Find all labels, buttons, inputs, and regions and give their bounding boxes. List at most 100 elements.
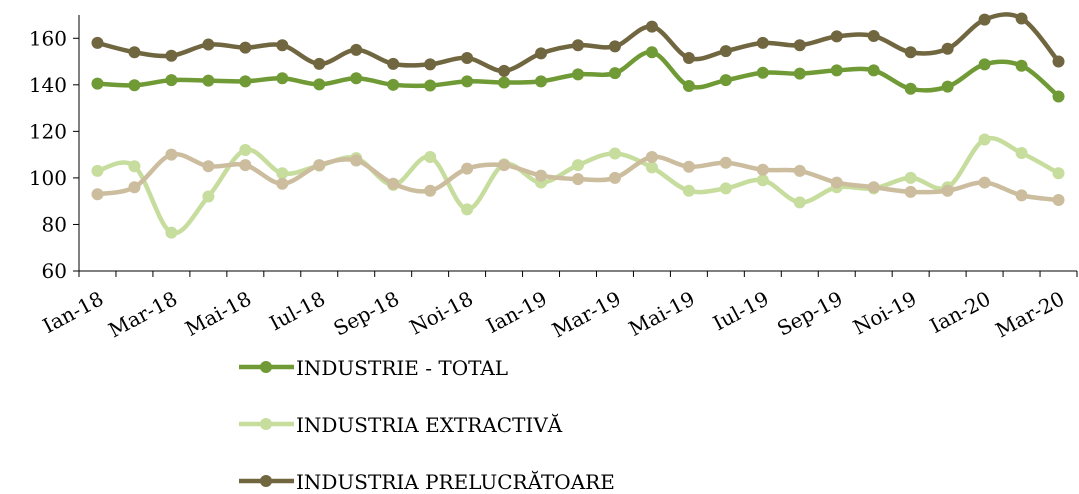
- data-point: [239, 143, 252, 156]
- data-point: [904, 185, 917, 198]
- data-point: [535, 75, 548, 88]
- data-point: [91, 36, 104, 49]
- legend-item: INDUSTRIE - TOTAL: [239, 356, 508, 380]
- data-point: [572, 159, 584, 172]
- data-point: [276, 39, 289, 52]
- x-tick-label: Iul-19: [709, 286, 773, 335]
- series-2: [91, 148, 1065, 207]
- x-tick-label: Noi-18: [406, 286, 477, 339]
- x-tick-label: Mar-18: [105, 286, 182, 342]
- data-point: [904, 82, 917, 95]
- data-point: [793, 67, 806, 80]
- data-point: [424, 150, 437, 163]
- data-point: [719, 156, 732, 169]
- data-point: [1015, 189, 1028, 202]
- chart-legend: INDUSTRIE - TOTAL INDUSTRIA EXTRACTIVĂ IND…: [239, 356, 615, 494]
- data-point: [165, 49, 178, 62]
- x-tick-label: Mar-19: [548, 286, 625, 342]
- data-point: [387, 177, 400, 190]
- data-point: [682, 79, 695, 92]
- y-tick-label: 160: [29, 26, 67, 50]
- data-point: [756, 66, 769, 79]
- data-point: [424, 58, 437, 71]
- y-axis-ticks: 60 80 100 120 140 160: [29, 26, 79, 283]
- series-0: [91, 46, 1065, 103]
- data-point: [165, 74, 178, 87]
- data-point: [239, 159, 252, 172]
- data-point: [719, 182, 732, 195]
- data-point: [91, 188, 104, 201]
- data-point: [128, 181, 141, 194]
- data-point: [572, 68, 584, 81]
- y-tick-label: 80: [42, 212, 67, 236]
- data-point: [793, 39, 806, 52]
- data-point: [165, 148, 178, 161]
- legend-label: INDUSTRIA EXTRACTIVĂ: [296, 413, 563, 437]
- data-point: [682, 52, 695, 65]
- data-point: [276, 167, 289, 180]
- data-point: [535, 169, 548, 182]
- data-point: [904, 46, 917, 59]
- data-point: [91, 164, 104, 177]
- data-point: [276, 72, 289, 85]
- data-point: [904, 171, 917, 184]
- data-point: [941, 184, 954, 197]
- data-point: [276, 177, 289, 190]
- data-point: [682, 160, 695, 173]
- data-point: [756, 163, 769, 176]
- data-point: [978, 133, 991, 146]
- data-point: [498, 159, 511, 172]
- series-3: [91, 12, 1065, 77]
- data-point: [572, 173, 584, 186]
- data-point: [128, 160, 141, 173]
- data-point: [756, 36, 769, 49]
- data-point: [867, 29, 880, 42]
- legend-item: INDUSTRIA EXTRACTIVĂ: [239, 413, 563, 437]
- data-point: [719, 74, 732, 87]
- data-point: [608, 67, 621, 80]
- data-point: [313, 78, 326, 91]
- data-point: [978, 176, 991, 189]
- data-point: [645, 46, 658, 59]
- data-point: [608, 171, 621, 184]
- x-tick-label: Mai-18: [181, 286, 255, 341]
- data-point: [387, 78, 400, 91]
- x-tick-label: Noi-19: [849, 286, 920, 339]
- data-point: [535, 47, 548, 60]
- data-point: [461, 162, 474, 175]
- data-point: [830, 30, 843, 43]
- chart-axes: [78, 15, 1077, 272]
- y-tick-label: 120: [29, 119, 67, 143]
- series-1: [91, 133, 1065, 239]
- data-point: [424, 184, 437, 197]
- y-tick-label: 100: [29, 166, 67, 190]
- data-point: [645, 161, 658, 174]
- data-point: [91, 77, 104, 90]
- data-point: [128, 46, 141, 59]
- data-point: [756, 174, 769, 187]
- data-point: [239, 75, 252, 88]
- data-point: [498, 76, 511, 89]
- data-point: [1015, 12, 1028, 25]
- legend-item: INDUSTRIA PRELUCRĂTOARE: [239, 470, 615, 494]
- data-point: [128, 79, 141, 92]
- data-point: [313, 57, 326, 70]
- x-tick-label: Sep-18: [329, 286, 403, 340]
- data-point: [387, 57, 400, 70]
- data-point: [719, 45, 732, 58]
- data-point: [793, 164, 806, 177]
- data-point: [313, 159, 326, 172]
- data-point: [645, 20, 658, 33]
- data-point: [165, 226, 178, 239]
- data-point: [202, 38, 215, 51]
- data-point: [350, 154, 363, 167]
- data-point: [830, 64, 843, 77]
- data-point: [424, 79, 437, 92]
- data-point: [350, 43, 363, 56]
- data-point: [941, 80, 954, 93]
- data-point: [978, 13, 991, 26]
- data-point: [1015, 59, 1028, 72]
- data-point: [461, 203, 474, 216]
- data-point: [682, 184, 695, 197]
